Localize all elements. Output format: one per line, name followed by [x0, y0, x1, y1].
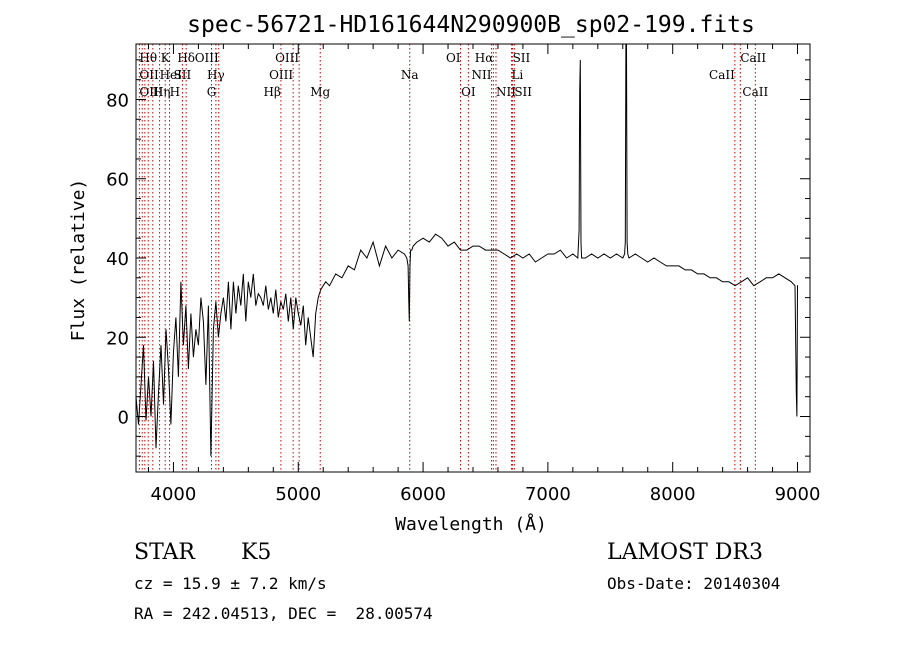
line-label: H: [170, 85, 180, 99]
line-label: G: [207, 85, 217, 99]
line-label: Li: [511, 68, 523, 82]
survey-name: LAMOST DR3: [607, 540, 763, 565]
line-label: CaII: [740, 51, 766, 65]
x-tick-label: 7000: [525, 484, 571, 505]
line-label: OI: [461, 85, 476, 99]
axis-ticks: [136, 44, 810, 472]
coordinates: RA = 242.04513, DEC = 28.00574: [134, 604, 433, 623]
object-subclass: K5: [241, 540, 272, 565]
x-tick-label: 9000: [775, 484, 821, 505]
line-label: Hθ: [139, 51, 157, 65]
chart-title: spec-56721-HD161644N290900B_sp02-199.fit…: [187, 12, 755, 38]
line-label: OII: [139, 68, 159, 82]
line-label: Hβ: [264, 85, 281, 99]
object-class: STAR: [134, 540, 195, 565]
y-axis-label: Flux (relative): [68, 179, 89, 342]
line-label: Na: [401, 68, 419, 82]
line-label: K: [161, 51, 171, 65]
x-tick-label: 4000: [151, 484, 197, 505]
line-label: Hα: [475, 51, 494, 65]
line-label: Mg: [310, 85, 330, 99]
line-label: CaII: [709, 68, 735, 82]
x-axis-label: Wavelength (Å): [395, 513, 547, 535]
y-tick-label: 20: [106, 328, 129, 349]
line-label: NII: [496, 85, 516, 99]
line-label: Hη: [153, 85, 171, 99]
plot-frame: [135, 43, 811, 473]
line-label: Hδ: [177, 51, 195, 65]
emission-line-markers: [138, 44, 756, 472]
line-label: OIII: [269, 68, 293, 82]
y-tick-label: 60: [106, 170, 129, 191]
x-tick-labels: 4000 5000 6000 7000 8000 9000: [151, 484, 821, 505]
y-tick-label: 0: [118, 408, 129, 429]
line-label: HeI: [160, 68, 183, 82]
y-tick-label: 40: [106, 249, 129, 270]
line-label: OIII: [139, 85, 163, 99]
line-label: SII: [513, 51, 531, 65]
line-label: NII: [471, 68, 491, 82]
x-tick-label: 6000: [400, 484, 446, 505]
x-tick-label: 5000: [275, 484, 321, 505]
line-label: OIII: [195, 51, 219, 65]
line-label: Hγ: [207, 68, 225, 82]
line-label: OIII: [275, 51, 299, 65]
observation-date: Obs-Date: 20140304: [607, 574, 781, 593]
y-tick-labels: 0 20 40 60 80: [106, 90, 129, 428]
spectrum-line: [135, 43, 799, 457]
line-label: SII: [174, 68, 192, 82]
line-label: SII: [514, 85, 532, 99]
line-label: CaII: [742, 85, 768, 99]
line-label: OI: [446, 51, 461, 65]
redshift-value: cz = 15.9 ± 7.2 km/s: [134, 574, 327, 593]
y-tick-label: 80: [106, 90, 129, 111]
x-tick-label: 8000: [650, 484, 696, 505]
